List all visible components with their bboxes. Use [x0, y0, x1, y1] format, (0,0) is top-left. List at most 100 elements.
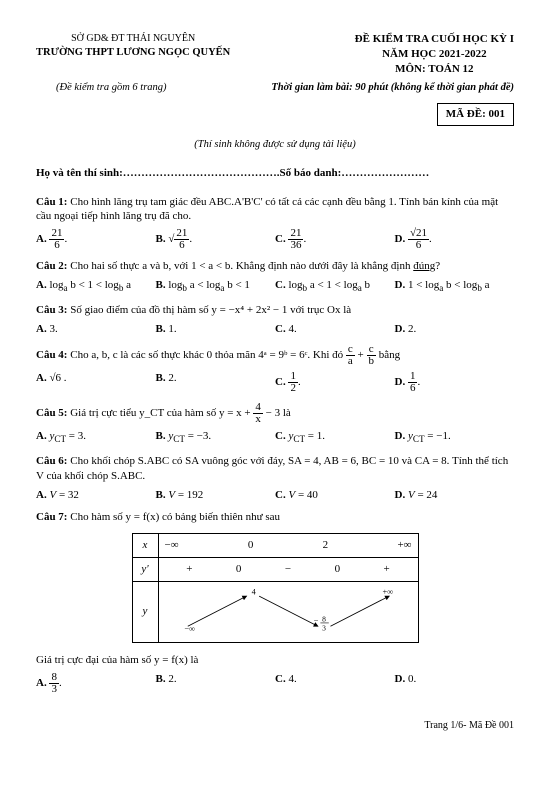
q4-options: A. √6 . B. 2. C. 12. D. 16.: [36, 371, 514, 394]
q7-A: A. 83.: [36, 672, 156, 695]
question-5: Câu 5: Giá trị cực tiểu y_CT của hàm số …: [36, 402, 514, 446]
q3-C: C. 4.: [275, 322, 395, 337]
x-v2: 2: [323, 538, 329, 553]
q5-text2: − 3 là: [263, 407, 291, 419]
y-bl: −∞: [184, 624, 195, 633]
variation-table: x −∞ 0 2 +∞ y' + 0 − 0: [132, 533, 419, 643]
q1-C-frac: 2136: [288, 228, 303, 251]
q2-C: C. logb a < 1 < loga b: [275, 278, 395, 295]
dot: .: [59, 677, 62, 689]
q1-C: C. 2136.: [275, 228, 395, 251]
q7-text: Cho hàm số y = f(x) có bảng biến thiên n…: [67, 511, 280, 523]
q7-B: B. 2.: [156, 672, 276, 695]
frac-d: 36: [288, 240, 303, 251]
dot: .: [64, 233, 67, 245]
q1-D-frac: √216: [408, 228, 429, 251]
yp-0: +: [186, 562, 192, 577]
x-row: x −∞ 0 2 +∞: [132, 534, 418, 558]
yp-2: −: [285, 562, 291, 577]
q7-label: Câu 7:: [36, 511, 67, 523]
x-values: −∞ 0 2 +∞: [158, 534, 418, 558]
q1-options: A. 216. B. √216. C. 2136. D. √216.: [36, 228, 514, 251]
header-left: SỞ GD& ĐT THÁI NGUYÊN TRƯỜNG THPT LƯƠNG …: [36, 32, 230, 77]
q3-B: B. 1.: [156, 322, 276, 337]
y-bm-n: 8: [322, 614, 326, 623]
q3-D: D. 2.: [395, 322, 515, 337]
q1-A-frac: 216: [49, 228, 64, 251]
q2-B: B. logb a < loga b < 1: [156, 278, 276, 295]
q7-post: Giá trị cực đại của hàm số y = f(x) là: [36, 653, 514, 668]
question-3: Câu 3: Số giao điểm của đồ thị hàm số y …: [36, 303, 514, 337]
frac-d: x: [253, 414, 263, 425]
q2-text: Cho hai số thực a và b, với 1 < a < b. K…: [67, 260, 413, 272]
q4-stem: Câu 4: Cho a, b, c là các số thực khác 0…: [36, 344, 514, 367]
q1-text: Cho hình lăng trụ tam giác đều ABC.A'B'C…: [36, 196, 498, 223]
q3-options: A. 3. B. 1. C. 4. D. 2.: [36, 322, 514, 337]
exam-code: MÃ ĐỀ: 001: [437, 103, 514, 126]
question-2: Câu 2: Cho hai số thực a và b, với 1 < a…: [36, 259, 514, 294]
frac-d: 6: [174, 240, 189, 251]
yprime-row: y' + 0 − 0 +: [132, 558, 418, 582]
q2-stem: Câu 2: Cho hai số thực a và b, với 1 < a…: [36, 259, 514, 274]
q1-A: A. 216.: [36, 228, 156, 251]
q5-options: A. yCT = 3. B. yCT = −3. C. yCT = 1. D. …: [36, 429, 514, 446]
question-6: Câu 6: Cho khối chóp S.ABC có SA vuông g…: [36, 454, 514, 503]
q3-stem: Câu 3: Số giao điểm của đồ thị hàm số y …: [36, 303, 514, 318]
y-top: 4: [251, 587, 256, 596]
q4-A: A. √6 .: [36, 371, 156, 394]
header-right: ĐỀ KIỂM TRA CUỐI HỌC KỲ I NĂM HỌC 2021-2…: [355, 32, 514, 77]
q6-D: D. V = 24: [395, 488, 515, 503]
q7-A-label: A.: [36, 677, 47, 689]
q4-frac2: cb: [367, 344, 377, 367]
y-br: +∞: [382, 587, 393, 596]
q1-A-label: A.: [36, 233, 47, 245]
footer: Trang 1/6- Mã Đề 001: [36, 719, 514, 733]
instruction: (Thí sinh không được sử dụng tài liệu): [36, 138, 514, 152]
q5-B: B. yCT = −3.: [156, 429, 276, 446]
y-label: y: [132, 581, 158, 642]
dot: .: [429, 233, 432, 245]
q1-stem: Câu 1: Cho hình lăng trụ tam giác đều AB…: [36, 195, 514, 225]
q5-D: D. yCT = −1.: [395, 429, 515, 446]
q6-B: B. V = 192: [156, 488, 276, 503]
q6-options: A. V = 32 B. V = 192 C. V = 40 D. V = 24: [36, 488, 514, 503]
q6-C: C. V = 40: [275, 488, 395, 503]
sub-header: (Đề kiểm tra gồm 6 trang) Thời gian làm …: [36, 81, 514, 95]
q2-end: ?: [435, 260, 440, 272]
q2-D: D. 1 < loga b < logb a: [395, 278, 515, 295]
x-label: x: [132, 534, 158, 558]
q7-C: C. 4.: [275, 672, 395, 695]
dot: .: [189, 233, 192, 245]
frac-d: a: [346, 356, 355, 367]
q1-B: B. √216.: [156, 228, 276, 251]
q4-B: B. 2.: [156, 371, 276, 394]
exam-code-box: MÃ ĐỀ: 001: [36, 103, 514, 126]
exam-year: NĂM HỌC 2021-2022: [355, 47, 514, 62]
q5-frac: 4x: [253, 402, 263, 425]
q6-stem: Câu 6: Cho khối chóp S.ABC có SA vuông g…: [36, 454, 514, 484]
q4-text1: Cho a, b, c là các số thực khác 0 thỏa m…: [67, 349, 345, 361]
q7-options: A. 83. B. 2. C. 4. D. 0.: [36, 672, 514, 695]
y-bm-d: 3: [322, 623, 326, 632]
q3-label: Câu 3:: [36, 304, 67, 316]
yprime-values: + 0 − 0 +: [158, 558, 418, 582]
yprime-label: y': [132, 558, 158, 582]
q2-label: Câu 2:: [36, 260, 67, 272]
q4-label: Câu 4:: [36, 349, 67, 361]
header: SỞ GD& ĐT THÁI NGUYÊN TRƯỜNG THPT LƯƠNG …: [36, 32, 514, 77]
school: TRƯỜNG THPT LƯƠNG NGỌC QUYẾN: [36, 46, 230, 60]
dot: .: [298, 376, 301, 388]
question-1: Câu 1: Cho hình lăng trụ tam giác đều AB…: [36, 195, 514, 252]
q5-A: A. yCT = 3.: [36, 429, 156, 446]
y-bm-minus: −: [313, 616, 318, 625]
frac-d: 6: [408, 240, 429, 251]
plus: +: [355, 349, 367, 361]
yp-4: +: [384, 562, 390, 577]
q4-text2: bằng: [379, 349, 400, 361]
q2-options: A. A. logₐ b < 1 < log_b aloga b < 1 < l…: [36, 278, 514, 295]
variation-svg: −∞ 4 − 8 3 +∞: [165, 586, 412, 633]
dot: .: [417, 376, 420, 388]
exam-title: ĐỀ KIỂM TRA CUỐI HỌC KỲ I: [355, 32, 514, 47]
exam-pages: (Đề kiểm tra gồm 6 trang): [36, 81, 167, 95]
y-chart: −∞ 4 − 8 3 +∞: [158, 581, 418, 642]
